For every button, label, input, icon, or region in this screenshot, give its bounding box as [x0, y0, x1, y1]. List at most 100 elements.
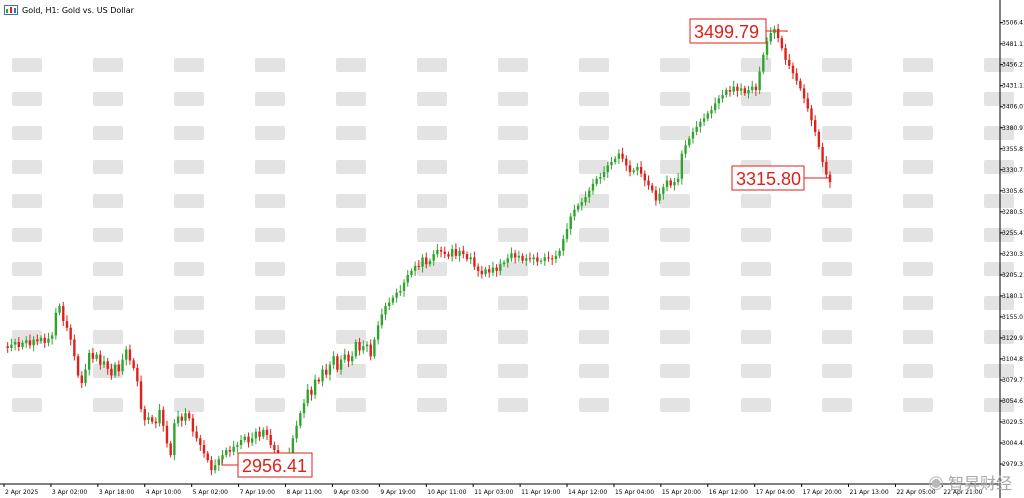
candle-body: [247, 436, 250, 443]
price-tick-label: 3255.41: [1002, 230, 1024, 237]
candle-body: [17, 342, 21, 348]
candle-body: [780, 38, 784, 49]
candle-body: [358, 342, 361, 351]
candle-body: [299, 413, 302, 426]
watermark-tile: [498, 126, 528, 140]
watermark-tile: [741, 194, 771, 208]
candle-body: [273, 445, 276, 451]
candle-body: [521, 255, 524, 261]
candle-body: [617, 153, 621, 159]
watermark-tile: [822, 228, 852, 242]
callout-box: [689, 18, 767, 44]
watermark-tile: [336, 160, 366, 174]
time-tick-label: 17 Apr 20:00: [803, 489, 842, 496]
candle-body: [176, 416, 180, 424]
time-tick-label: 14 Apr 12:00: [568, 489, 607, 496]
watermark-tile: [12, 126, 42, 140]
watermark-tile: [12, 160, 42, 174]
watermark-tile: [255, 398, 285, 412]
time-tick-label: 15 Apr 04:00: [615, 489, 654, 496]
candle-body: [302, 403, 306, 414]
candle-body: [795, 73, 798, 81]
watermark-tile: [12, 398, 42, 412]
watermark-tile: [741, 330, 771, 344]
watermark-tile: [255, 194, 285, 208]
candle-body: [32, 339, 35, 346]
candle-body: [488, 269, 491, 273]
candle-body: [510, 253, 513, 259]
candle-body: [669, 180, 672, 186]
watermark-tile: [741, 398, 771, 412]
price-tick-label: 3506.41: [1002, 20, 1024, 27]
watermark-text: 智昇财经: [947, 474, 1012, 493]
candle-body: [425, 257, 428, 265]
time-tick-label: 3 Apr 02:00: [52, 489, 87, 496]
candle-body: [739, 88, 743, 91]
watermark-tile: [660, 398, 690, 412]
candle-body: [339, 359, 343, 370]
candle-body: [817, 131, 821, 147]
watermark-tile: [255, 330, 285, 344]
candle-body: [717, 98, 721, 104]
candle-body: [184, 413, 187, 421]
candle-body: [758, 71, 761, 91]
candle-body: [258, 431, 261, 437]
candle-body: [36, 339, 39, 342]
candle-body: [680, 153, 684, 179]
candle-body: [699, 121, 702, 127]
price-tick-label: 3104.81: [1002, 356, 1024, 363]
candle-body: [447, 254, 450, 257]
candle-body: [232, 446, 235, 452]
candle-body: [188, 413, 191, 419]
candle-body: [413, 265, 417, 271]
candle-body: [158, 409, 161, 424]
watermark-tile: [579, 58, 609, 72]
candle-body: [576, 205, 580, 210]
watermark-tile: [579, 330, 609, 344]
price-tick-label: 3004.41: [1002, 440, 1024, 447]
watermark-tile: [93, 296, 123, 310]
candle-body: [476, 266, 480, 271]
watermark-tile: [498, 330, 528, 344]
candle-body: [128, 349, 132, 361]
candle-body: [199, 438, 202, 446]
candle-body: [165, 425, 169, 444]
watermark-tile: [984, 364, 1014, 378]
candle-body: [173, 423, 176, 456]
candle-body: [799, 80, 802, 89]
candle-body: [751, 86, 754, 91]
watermark-tile: [93, 194, 123, 208]
candle-body: [117, 364, 121, 372]
candle-body: [702, 118, 706, 122]
watermark-tile: [336, 194, 366, 208]
time-tick-label: 8 Apr 11:00: [287, 489, 322, 496]
time-tick-label: 2 Apr 2025: [5, 489, 38, 496]
watermark-tile: [12, 296, 42, 310]
watermark-tile: [822, 92, 852, 106]
candle-body: [628, 165, 632, 173]
watermark-tile: [336, 228, 366, 242]
watermark-tile: [822, 296, 852, 310]
price-tick-label: 3205.21: [1002, 272, 1024, 279]
candle-body: [362, 346, 365, 351]
watermark-tile: [93, 330, 123, 344]
candle-body: [506, 258, 509, 263]
watermark-tile: [174, 92, 204, 106]
candle-body: [491, 267, 495, 273]
price-tick-label: 3129.91: [1002, 335, 1024, 342]
watermark-tile: [822, 398, 852, 412]
candle-body: [499, 264, 502, 271]
candle-body: [710, 110, 713, 114]
time-tick-label: 11 Apr 19:00: [521, 489, 560, 496]
candle-body: [373, 339, 376, 357]
price-callouts: 3499.79 3315.80 2956.41: [221, 18, 829, 478]
watermark-tile: [498, 160, 528, 174]
watermark-tile: [336, 296, 366, 310]
candle-body: [591, 183, 595, 191]
candle-body: [13, 342, 17, 345]
watermark-tile: [984, 160, 1014, 174]
watermark-tile: [903, 364, 933, 378]
candle-body: [65, 321, 69, 328]
watermark-tile: [12, 92, 42, 106]
